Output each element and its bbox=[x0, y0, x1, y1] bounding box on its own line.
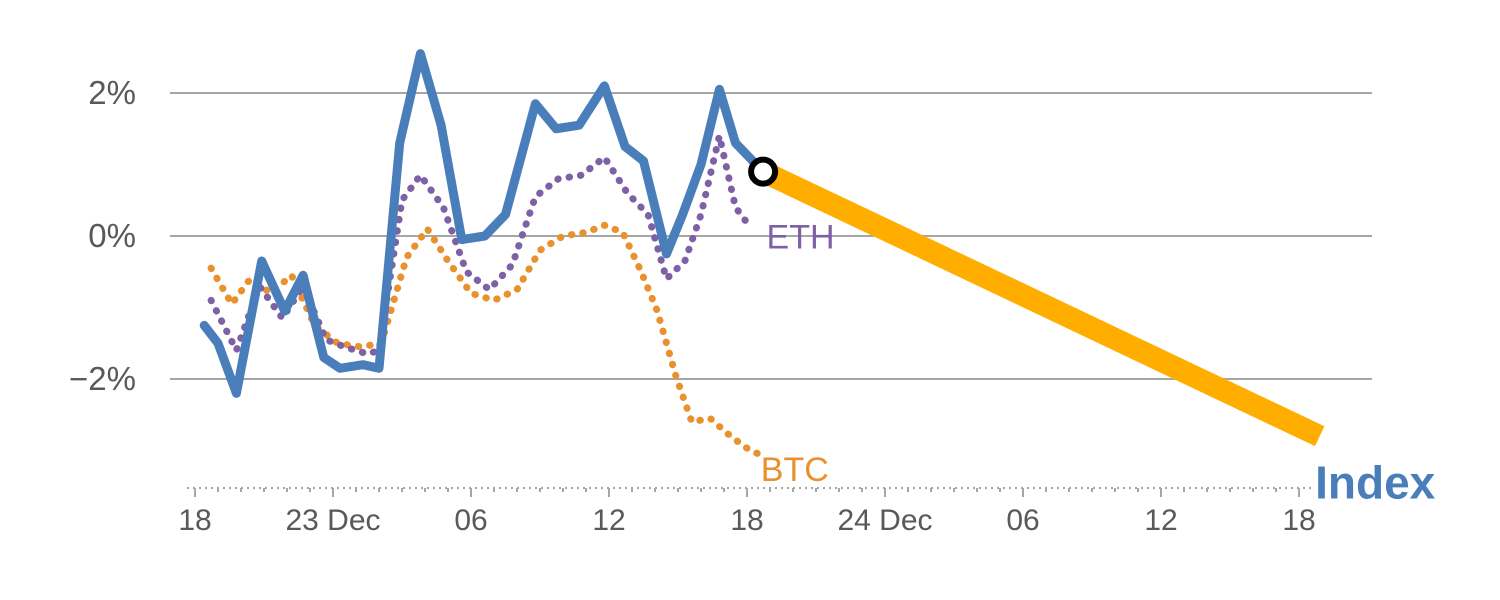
btc-line bbox=[207, 221, 762, 458]
y-axis-tick-label: −2% bbox=[69, 360, 136, 397]
x-axis-tick-label: 12 bbox=[1144, 504, 1177, 537]
y-axis-tick-label: 0% bbox=[88, 217, 136, 254]
x-axis-tick-label: 23 Dec bbox=[285, 504, 380, 537]
x-axis-tick-label: 06 bbox=[454, 504, 487, 537]
index-endpoint-marker bbox=[748, 156, 779, 187]
btc-series-label: BTC bbox=[761, 451, 829, 489]
x-axis-tick-label: 18 bbox=[730, 504, 763, 537]
y-axis-tick-label: 2% bbox=[88, 74, 136, 111]
index-projection-line bbox=[758, 161, 1325, 447]
x-axis-tick-label: 06 bbox=[1006, 504, 1039, 537]
x-axis-tick-label: 18 bbox=[1282, 504, 1315, 537]
x-axis-tick-label: 12 bbox=[592, 504, 625, 537]
x-axis-tick-label: 18 bbox=[178, 504, 211, 537]
eth-series-label: ETH bbox=[767, 219, 835, 257]
index-series-label: Index bbox=[1315, 456, 1436, 508]
index-line bbox=[199, 49, 768, 398]
x-axis-tick-label: 24 Dec bbox=[837, 504, 932, 537]
